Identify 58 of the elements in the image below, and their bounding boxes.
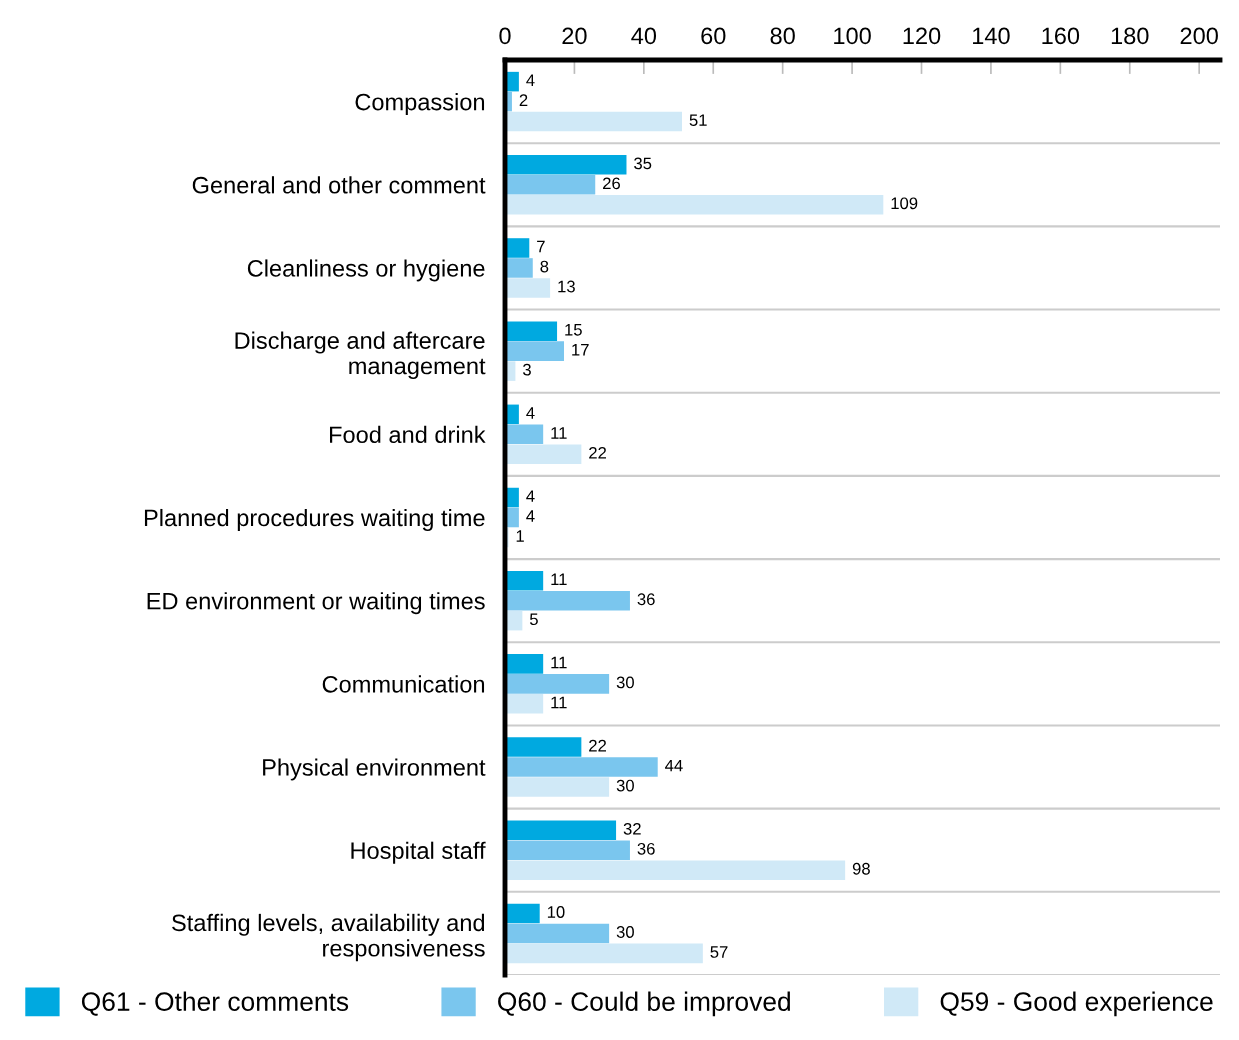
data-label: 30	[616, 676, 634, 689]
data-label: 4	[526, 74, 535, 86]
x-tick-label: 100	[834, 27, 871, 45]
data-label: 51	[689, 114, 707, 127]
data-label: 3	[522, 363, 531, 376]
data-label: 98	[852, 862, 870, 875]
x-tick-label: 80	[770, 27, 795, 45]
data-label: 1	[516, 530, 524, 542]
y-tick-label: Staffing levels, availability and responsiveness	[172, 913, 485, 962]
y-tick-label: ED environment or waiting times	[147, 592, 485, 615]
data-label: 13	[558, 280, 575, 293]
x-tick-label: 180	[1111, 27, 1149, 45]
legend-label: Q59 - Good experience	[940, 991, 1213, 1017]
x-tick-label: 200	[1180, 27, 1218, 45]
x-tick-label: 20	[562, 27, 587, 45]
data-label: 30	[616, 926, 634, 938]
data-label: 2	[519, 94, 528, 106]
x-tick-label: 120	[903, 27, 941, 45]
y-tick-label: Hospital staff	[351, 841, 486, 864]
data-label: 36	[637, 842, 655, 855]
data-label: 22	[589, 739, 607, 752]
data-label: 32	[623, 822, 641, 835]
data-label: 4	[526, 510, 535, 522]
data-label: 11	[551, 573, 567, 586]
data-label: 36	[637, 593, 655, 606]
data-label: 30	[616, 779, 634, 792]
x-tick-label: 160	[1042, 27, 1080, 45]
x-tick-label: 0	[499, 27, 511, 45]
y-tick-label: Physical environment	[263, 758, 486, 781]
legend-label: Q61 - Other comments	[81, 991, 349, 1016]
x-tick-label: 40	[631, 27, 657, 45]
y-tick-label: General and other comment	[192, 176, 486, 194]
data-label: 57	[710, 946, 728, 958]
data-label: 4	[526, 490, 535, 502]
data-label: 11	[551, 696, 567, 709]
data-label: 10	[547, 906, 565, 918]
y-tick-label: Cleanliness or hygiene	[247, 259, 485, 282]
data-label: 11	[551, 656, 567, 669]
y-tick-label: Discharge and aftercare management	[235, 331, 486, 380]
data-label: 8	[540, 260, 549, 273]
x-tick-label: 60	[701, 27, 726, 45]
data-label: 26	[603, 177, 620, 190]
y-tick-label: Food and drink	[330, 425, 486, 444]
y-tick-label: Communication	[322, 675, 485, 693]
y-tick-label: Compassion	[355, 93, 485, 116]
data-label: 44	[665, 759, 683, 772]
legend-label: Q60 - Could be improved	[498, 991, 790, 1017]
data-label: 22	[589, 446, 607, 459]
data-label: 4	[526, 407, 535, 419]
data-label: 35	[634, 157, 652, 170]
y-tick-label: Planned procedures waiting time	[144, 508, 485, 531]
data-label: 7	[537, 240, 545, 253]
data-label: 15	[565, 324, 582, 336]
data-label: 11	[551, 427, 567, 439]
data-label: 5	[529, 613, 538, 626]
x-tick-label: 140	[973, 27, 1010, 45]
data-label: 109	[891, 197, 918, 210]
data-label: 17	[572, 343, 589, 356]
